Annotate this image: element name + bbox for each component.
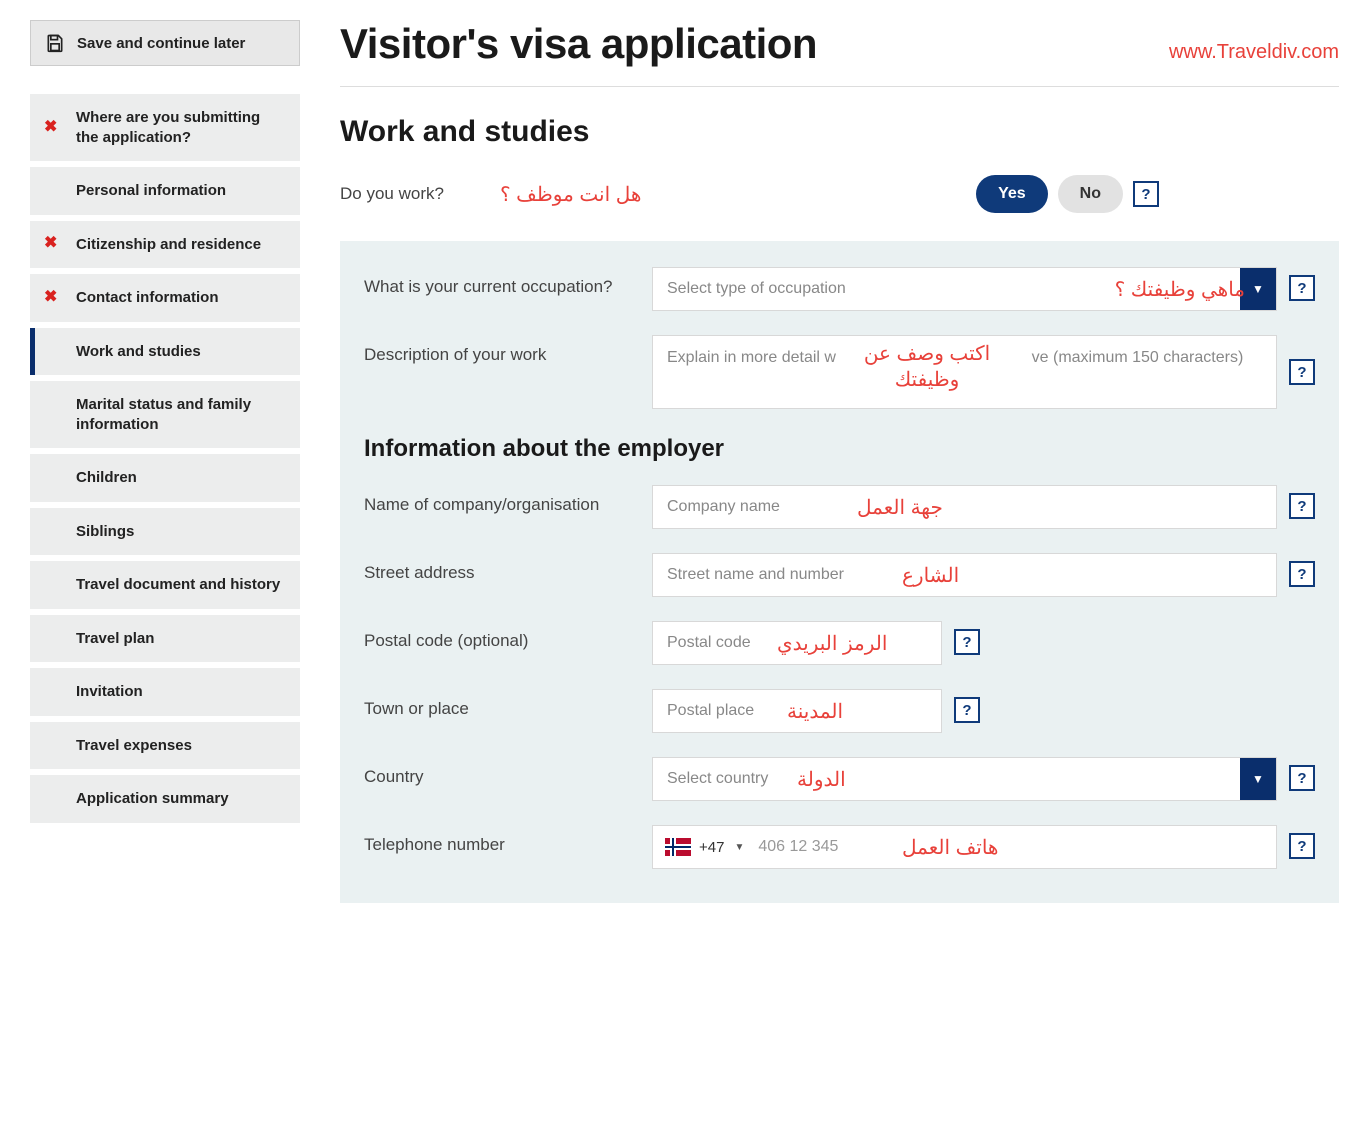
do-you-work-label-text: Do you work?: [340, 184, 444, 203]
town-label: Town or place: [364, 689, 634, 719]
form-panel: What is your current occupation? Select …: [340, 241, 1339, 903]
sidebar-item-4[interactable]: Work and studies: [30, 328, 300, 376]
save-button-label: Save and continue later: [77, 35, 245, 52]
do-you-work-row: Do you work? هل انت موظف ؟ Yes No ?: [340, 175, 1339, 213]
sidebar: Save and continue later Where are you su…: [30, 20, 300, 903]
main-content: Visitor's visa application www.Traveldiv…: [340, 20, 1339, 903]
page-title: Visitor's visa application: [340, 20, 817, 68]
help-button[interactable]: ?: [954, 697, 980, 723]
sidebar-item-0[interactable]: Where are you submitting the application…: [30, 94, 300, 161]
sidebar-item-1[interactable]: Personal information: [30, 167, 300, 215]
company-row: Name of company/organisation Company nam…: [364, 485, 1315, 529]
sidebar-item-10[interactable]: Invitation: [30, 668, 300, 716]
sidebar-item-12[interactable]: Application summary: [30, 775, 300, 823]
flag-icon: [653, 838, 699, 856]
sidebar-item-2[interactable]: Citizenship and residence: [30, 221, 300, 269]
country-label: Country: [364, 757, 634, 787]
phone-row: Telephone number +47 ▼ 406 12 345: [364, 825, 1315, 869]
sidebar-item-7[interactable]: Siblings: [30, 508, 300, 556]
postal-placeholder: Postal code: [667, 634, 751, 652]
help-button[interactable]: ?: [1289, 275, 1315, 301]
postal-label: Postal code (optional): [364, 621, 634, 651]
country-placeholder: Select country: [653, 758, 1240, 800]
country-row: Country Select country ▼ ? الدولة: [364, 757, 1315, 801]
sidebar-item-8[interactable]: Travel document and history: [30, 561, 300, 609]
help-button[interactable]: ?: [1289, 359, 1315, 385]
phone-label: Telephone number: [364, 825, 634, 855]
save-icon: [45, 33, 65, 53]
country-select[interactable]: Select country ▼: [652, 757, 1277, 801]
do-you-work-label: Do you work? هل انت موظف ؟: [340, 184, 600, 204]
chevron-down-icon: ▼: [1240, 268, 1276, 310]
sidebar-item-11[interactable]: Travel expenses: [30, 722, 300, 770]
sidebar-item-9[interactable]: Travel plan: [30, 615, 300, 663]
help-button[interactable]: ?: [1289, 833, 1315, 859]
phone-input[interactable]: +47 ▼ 406 12 345: [652, 825, 1277, 869]
sidebar-item-3[interactable]: Contact information: [30, 274, 300, 322]
help-button[interactable]: ?: [954, 629, 980, 655]
town-row: Town or place Postal place ? المدينة: [364, 689, 1315, 733]
help-button[interactable]: ?: [1289, 561, 1315, 587]
yes-button[interactable]: Yes: [976, 175, 1048, 213]
occupation-select[interactable]: Select type of occupation ▼: [652, 267, 1277, 311]
company-placeholder: Company name: [667, 498, 780, 516]
sidebar-nav: Where are you submitting the application…: [30, 94, 300, 829]
help-button[interactable]: ?: [1289, 765, 1315, 791]
company-label: Name of company/organisation: [364, 485, 634, 515]
sidebar-item-5[interactable]: Marital status and family information: [30, 381, 300, 448]
title-divider: [340, 86, 1339, 87]
help-button[interactable]: ?: [1133, 181, 1159, 207]
chevron-down-icon: ▼: [1240, 758, 1276, 800]
occupation-label: What is your current occupation?: [364, 267, 634, 297]
postal-row: Postal code (optional) Postal code ? الر…: [364, 621, 1315, 665]
town-input[interactable]: Postal place: [652, 689, 942, 733]
description-textarea[interactable]: Explain in more detail what you do and w…: [652, 335, 1277, 409]
yes-no-toggle: Yes No ?: [976, 175, 1159, 213]
street-input[interactable]: Street name and number: [652, 553, 1277, 597]
postal-input[interactable]: Postal code: [652, 621, 942, 665]
occupation-placeholder: Select type of occupation: [653, 268, 1240, 310]
sidebar-item-6[interactable]: Children: [30, 454, 300, 502]
no-button[interactable]: No: [1058, 175, 1123, 213]
phone-country-code: +47: [699, 839, 734, 856]
description-row: Description of your work Explain in more…: [364, 335, 1315, 409]
phone-placeholder: 406 12 345: [754, 838, 838, 856]
occupation-row: What is your current occupation? Select …: [364, 267, 1315, 311]
street-row: Street address Street name and number ? …: [364, 553, 1315, 597]
section-heading: Work and studies: [340, 115, 1339, 149]
description-label: Description of your work: [364, 335, 634, 365]
do-you-work-annotation: هل انت موظف ؟: [500, 182, 641, 207]
employer-heading: Information about the employer: [364, 435, 1315, 463]
street-label: Street address: [364, 553, 634, 583]
company-input[interactable]: Company name: [652, 485, 1277, 529]
chevron-down-icon: ▼: [734, 842, 754, 853]
town-placeholder: Postal place: [667, 702, 754, 720]
help-button[interactable]: ?: [1289, 493, 1315, 519]
save-continue-button[interactable]: Save and continue later: [30, 20, 300, 66]
watermark-text: www.Traveldiv.com: [1169, 41, 1339, 64]
street-placeholder: Street name and number: [667, 566, 844, 584]
